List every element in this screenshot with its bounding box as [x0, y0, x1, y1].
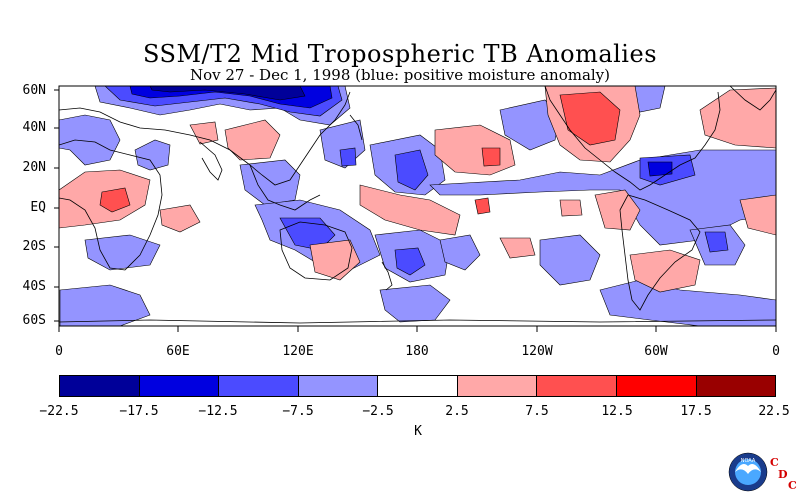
- coastline-namerica: [544, 86, 721, 191]
- anomaly-region: [629, 249, 701, 293]
- colorbar-tick: 12.5: [601, 404, 633, 419]
- lon-label-60w: 60W: [644, 344, 668, 359]
- anomaly-region: [59, 284, 151, 326]
- cdc-letter: C: [770, 456, 779, 469]
- lon-label-120e: 120E: [282, 344, 314, 359]
- anomaly-region: [559, 199, 583, 217]
- colorbar-tick: −12.5: [198, 404, 238, 419]
- anomaly-region: [474, 197, 491, 215]
- coastline-seasia: [249, 164, 321, 211]
- colorbar-swatch: [378, 376, 458, 396]
- anomaly-region: [704, 231, 729, 253]
- anomaly-region: [539, 234, 601, 286]
- colorbar-tick: −2.5: [362, 404, 394, 419]
- anomaly-region: [559, 91, 621, 146]
- lat-label-eq: EQ: [30, 200, 46, 215]
- coastline-nz: [381, 261, 393, 291]
- anomaly-region: [394, 247, 426, 276]
- anomaly-region: [309, 239, 361, 281]
- coastline-africa: [59, 139, 163, 271]
- lat-label-60n: 60N: [22, 83, 46, 98]
- lat-label-40s: 40S: [22, 279, 46, 294]
- anomaly-region: [134, 139, 171, 171]
- colorbar-swatch: [457, 376, 538, 396]
- anomaly-region: [394, 149, 429, 191]
- anomaly-region: [499, 237, 536, 259]
- anomaly-region: [359, 184, 461, 236]
- colorbar: [59, 375, 776, 397]
- anomaly-region: [279, 217, 336, 251]
- lon-label-120w: 120W: [521, 344, 553, 359]
- anomaly-fields: [59, 86, 776, 326]
- colorbar-tick: 7.5: [525, 404, 549, 419]
- anomaly-region: [339, 147, 357, 167]
- anomaly-region: [224, 119, 281, 161]
- lat-label-60s: 60S: [22, 313, 46, 328]
- colorbar-tick: 17.5: [680, 404, 712, 419]
- anomaly-region: [481, 147, 501, 167]
- lon-label-0: 0: [55, 344, 63, 359]
- coastline-australia: [279, 221, 353, 281]
- anomaly-region: [149, 86, 306, 101]
- anomaly-region: [239, 159, 301, 206]
- logo-text: NOAA: [741, 458, 756, 464]
- coastline-antarctic: [59, 319, 776, 324]
- anomaly-region: [159, 204, 201, 233]
- lon-label-180: 180: [405, 344, 429, 359]
- lon-label-0-end: 0: [772, 344, 780, 359]
- colorbar-swatch: [60, 376, 140, 396]
- cdc-letter: C: [788, 479, 797, 492]
- colorbar-tick: −22.5: [39, 404, 79, 419]
- colorbar-tick: −17.5: [119, 404, 159, 419]
- anomaly-region: [499, 99, 561, 151]
- colorbar-unit: K: [414, 424, 422, 439]
- coastlines: [59, 86, 776, 324]
- coastline-greenland: [729, 86, 776, 111]
- anomaly-region: [647, 161, 673, 177]
- anomaly-region: [439, 234, 481, 271]
- colorbar-tick: 2.5: [445, 404, 469, 419]
- colorbar-tick: 22.5: [758, 404, 790, 419]
- colorbar-swatch: [537, 376, 617, 396]
- coastline-japan: [349, 114, 363, 141]
- colorbar-swatch: [298, 376, 379, 396]
- colorbar-swatch: [139, 376, 220, 396]
- anomaly-region: [594, 189, 641, 231]
- anomaly-region: [189, 121, 219, 145]
- colorbar-swatch: [219, 376, 299, 396]
- noaa-logo-icon: NOAA: [728, 452, 768, 492]
- anomaly-region: [84, 234, 161, 271]
- lat-label-20n: 20N: [22, 160, 46, 175]
- chart-title: SSM/T2 Mid Tropospheric TB Anomalies: [142, 40, 658, 68]
- lat-label-20s: 20S: [22, 239, 46, 254]
- cdc-letter: D: [778, 468, 788, 481]
- coastline-samerica: [619, 194, 701, 311]
- lat-label-40n: 40N: [22, 120, 46, 135]
- lon-label-60e: 60E: [166, 344, 190, 359]
- anomaly-region: [59, 114, 121, 166]
- anomaly-region: [99, 187, 131, 213]
- colorbar-tick: −7.5: [282, 404, 314, 419]
- chart-subtitle: Nov 27 - Dec 1, 1998 (blue: positive moi…: [189, 66, 611, 84]
- coastline-india: [199, 141, 223, 181]
- colorbar-swatch: [616, 376, 697, 396]
- lat-ticks: [54, 89, 777, 332]
- colorbar-swatch: [696, 376, 776, 396]
- anomaly-region: [739, 194, 776, 236]
